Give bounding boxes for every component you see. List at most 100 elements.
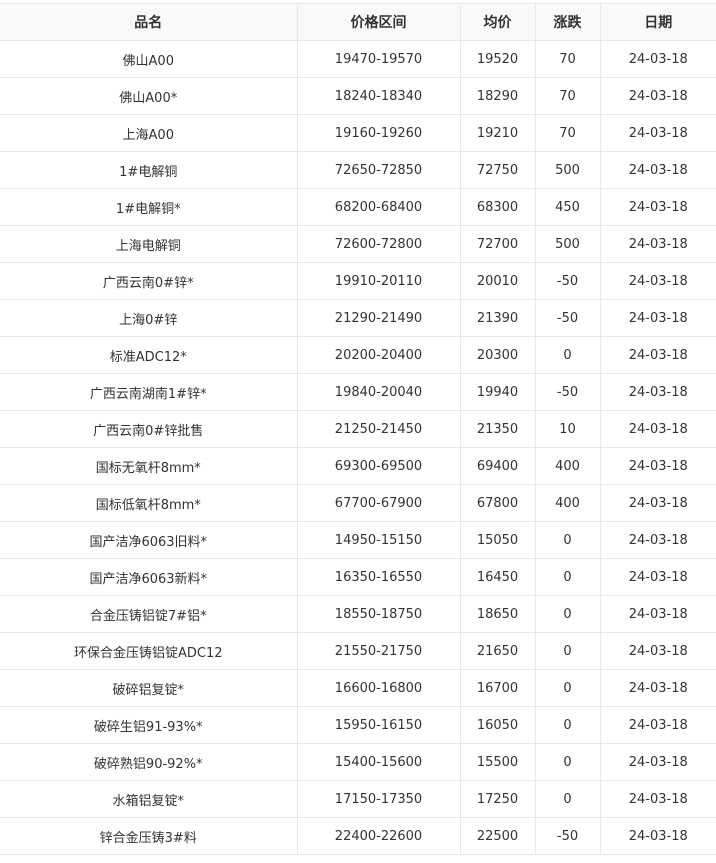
cell-average-price: 21390: [459, 299, 536, 337]
cell-price-range: 15950-16150: [296, 706, 461, 744]
cell-average-price: 19940: [459, 373, 536, 411]
cell-change: 0: [534, 558, 601, 596]
cell-date: 24-03-18: [599, 336, 716, 374]
cell-product-name: 广西云南湖南1#锌*: [0, 373, 298, 411]
table-row: 广西云南湖南1#锌* 19840-20040 19940 -50 24-03-18: [0, 373, 716, 411]
cell-average-price: 21350: [459, 410, 536, 448]
cell-average-price: 18290: [459, 77, 536, 115]
cell-change: 450: [534, 188, 601, 226]
cell-change: -50: [534, 373, 601, 411]
cell-average-price: 16450: [459, 558, 536, 596]
cell-date: 24-03-18: [599, 77, 716, 115]
table-row: 1#电解铜 72650-72850 72750 500 24-03-18: [0, 151, 716, 189]
cell-product-name: 广西云南0#锌*: [0, 262, 298, 300]
table-row: 广西云南0#锌批售 21250-21450 21350 10 24-03-18: [0, 410, 716, 448]
cell-product-name: 国标无氧杆8mm*: [0, 447, 298, 485]
table-row: 广西云南0#锌* 19910-20110 20010 -50 24-03-18: [0, 262, 716, 300]
cell-average-price: 19520: [459, 40, 536, 78]
header-product-name: 品名: [0, 3, 298, 41]
cell-price-range: 21250-21450: [296, 410, 461, 448]
table-row: 水箱铝复锭* 17150-17350 17250 0 24-03-18: [0, 780, 716, 818]
table-row: 上海0#锌 21290-21490 21390 -50 24-03-18: [0, 299, 716, 337]
table-row: 破碎铝复锭* 16600-16800 16700 0 24-03-18: [0, 669, 716, 707]
cell-price-range: 22400-22600: [296, 817, 461, 855]
table-row: 佛山A00 19470-19570 19520 70 24-03-18: [0, 40, 716, 78]
cell-average-price: 21650: [459, 632, 536, 670]
cell-date: 24-03-18: [599, 706, 716, 744]
cell-change: -50: [534, 817, 601, 855]
cell-product-name: 国产洁净6063旧料*: [0, 521, 298, 559]
cell-price-range: 72600-72800: [296, 225, 461, 263]
cell-product-name: 上海0#锌: [0, 299, 298, 337]
cell-price-range: 16600-16800: [296, 669, 461, 707]
cell-change: 0: [534, 780, 601, 818]
table-row: 1#电解铜* 68200-68400 68300 450 24-03-18: [0, 188, 716, 226]
cell-product-name: 国标低氧杆8mm*: [0, 484, 298, 522]
cell-average-price: 20300: [459, 336, 536, 374]
cell-average-price: 15500: [459, 743, 536, 781]
cell-product-name: 环保合金压铸铝锭ADC12: [0, 632, 298, 670]
cell-change: 10: [534, 410, 601, 448]
cell-date: 24-03-18: [599, 780, 716, 818]
table-row: 合金压铸铝锭7#铝* 18550-18750 18650 0 24-03-18: [0, 595, 716, 633]
table-row: 国产洁净6063新料* 16350-16550 16450 0 24-03-18: [0, 558, 716, 596]
cell-date: 24-03-18: [599, 743, 716, 781]
cell-product-name: 标准ADC12*: [0, 336, 298, 374]
cell-change: 0: [534, 632, 601, 670]
cell-average-price: 15050: [459, 521, 536, 559]
cell-average-price: 72750: [459, 151, 536, 189]
cell-change: 0: [534, 336, 601, 374]
table-row: 破碎熟铝90-92%* 15400-15600 15500 0 24-03-18: [0, 743, 716, 781]
table-row: 上海A00 19160-19260 19210 70 24-03-18: [0, 114, 716, 152]
cell-price-range: 68200-68400: [296, 188, 461, 226]
table-header-row: 品名 价格区间 均价 涨跌 日期: [0, 3, 716, 41]
cell-product-name: 破碎熟铝90-92%*: [0, 743, 298, 781]
cell-change: 70: [534, 114, 601, 152]
cell-average-price: 69400: [459, 447, 536, 485]
cell-price-range: 19160-19260: [296, 114, 461, 152]
cell-price-range: 14950-15150: [296, 521, 461, 559]
table-row: 国标无氧杆8mm* 69300-69500 69400 400 24-03-18: [0, 447, 716, 485]
cell-product-name: 佛山A00: [0, 40, 298, 78]
cell-date: 24-03-18: [599, 521, 716, 559]
cell-average-price: 18650: [459, 595, 536, 633]
cell-average-price: 16050: [459, 706, 536, 744]
table-row: 锌合金压铸3#料 22400-22600 22500 -50 24-03-18: [0, 817, 716, 855]
table-row: 上海电解铜 72600-72800 72700 500 24-03-18: [0, 225, 716, 263]
cell-date: 24-03-18: [599, 410, 716, 448]
cell-date: 24-03-18: [599, 40, 716, 78]
cell-price-range: 19840-20040: [296, 373, 461, 411]
cell-product-name: 佛山A00*: [0, 77, 298, 115]
cell-change: 500: [534, 225, 601, 263]
cell-price-range: 18550-18750: [296, 595, 461, 633]
cell-price-range: 18240-18340: [296, 77, 461, 115]
cell-product-name: 1#电解铜*: [0, 188, 298, 226]
cell-change: 0: [534, 743, 601, 781]
cell-change: 400: [534, 447, 601, 485]
cell-date: 24-03-18: [599, 188, 716, 226]
cell-date: 24-03-18: [599, 114, 716, 152]
cell-product-name: 破碎生铝91-93%*: [0, 706, 298, 744]
cell-date: 24-03-18: [599, 373, 716, 411]
cell-change: -50: [534, 262, 601, 300]
cell-average-price: 19210: [459, 114, 536, 152]
table-row: 国标低氧杆8mm* 67700-67900 67800 400 24-03-18: [0, 484, 716, 522]
table-row: 标准ADC12* 20200-20400 20300 0 24-03-18: [0, 336, 716, 374]
cell-date: 24-03-18: [599, 669, 716, 707]
cell-date: 24-03-18: [599, 225, 716, 263]
cell-average-price: 68300: [459, 188, 536, 226]
cell-date: 24-03-18: [599, 632, 716, 670]
header-price-range: 价格区间: [296, 3, 461, 41]
cell-change: -50: [534, 299, 601, 337]
cell-date: 24-03-18: [599, 558, 716, 596]
cell-average-price: 67800: [459, 484, 536, 522]
header-change: 涨跌: [534, 3, 601, 41]
cell-change: 0: [534, 669, 601, 707]
table-row: 环保合金压铸铝锭ADC12 21550-21750 21650 0 24-03-18: [0, 632, 716, 670]
cell-price-range: 67700-67900: [296, 484, 461, 522]
cell-product-name: 合金压铸铝锭7#铝*: [0, 595, 298, 633]
cell-date: 24-03-18: [599, 299, 716, 337]
cell-change: 70: [534, 40, 601, 78]
cell-date: 24-03-18: [599, 447, 716, 485]
table-row: 破碎生铝91-93%* 15950-16150 16050 0 24-03-18: [0, 706, 716, 744]
